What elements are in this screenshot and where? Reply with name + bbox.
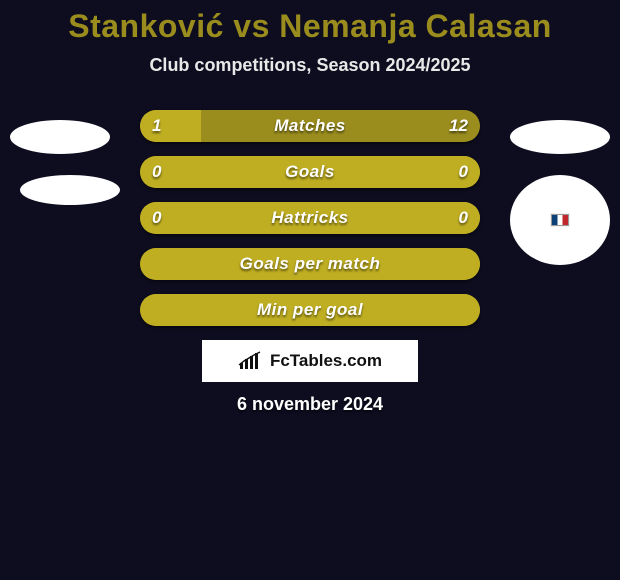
stat-row-goals: 0 Goals 0: [140, 156, 480, 188]
stat-row-goals-per-match: Goals per match: [140, 248, 480, 280]
page-title: Stanković vs Nemanja Calasan: [0, 8, 620, 45]
subtitle: Club competitions, Season 2024/2025: [0, 55, 620, 76]
stat-right-value: 0: [459, 202, 468, 234]
flag-icon: [551, 214, 569, 226]
stat-label: Min per goal: [140, 294, 480, 326]
stat-right-value: 12: [449, 110, 468, 142]
bar-chart-icon: [238, 351, 264, 371]
logo-text: FcTables.com: [270, 351, 382, 371]
player1-avatar-a: [10, 120, 110, 154]
stat-right-value: 0: [459, 156, 468, 188]
stats-container: 1 Matches 12 0 Goals 0 0 Hattricks 0 Goa…: [140, 110, 480, 326]
source-logo: FcTables.com: [202, 340, 418, 382]
player2-avatar-a: [510, 120, 610, 154]
stat-label: Goals per match: [140, 248, 480, 280]
player1-avatar-b: [20, 175, 120, 205]
date-text: 6 november 2024: [0, 394, 620, 415]
stat-row-matches: 1 Matches 12: [140, 110, 480, 142]
stat-row-hattricks: 0 Hattricks 0: [140, 202, 480, 234]
player2-avatar-b: [510, 175, 610, 265]
stat-label: Hattricks: [140, 202, 480, 234]
stat-label: Goals: [140, 156, 480, 188]
stat-label: Matches: [140, 110, 480, 142]
stat-row-min-per-goal: Min per goal: [140, 294, 480, 326]
